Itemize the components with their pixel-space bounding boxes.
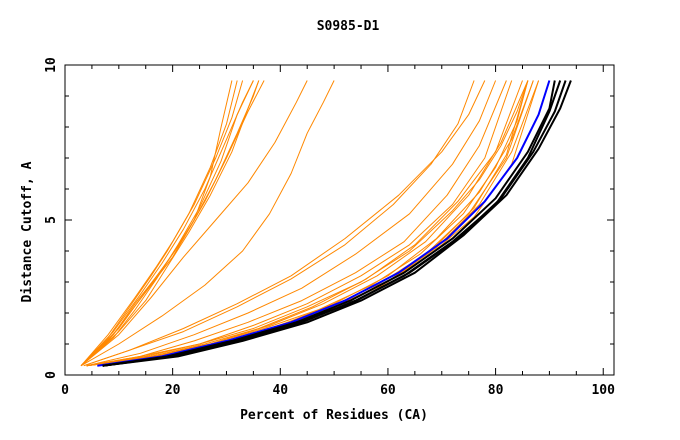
x-axis-label: Percent of Residues (CA) bbox=[240, 408, 428, 423]
chart-title: S0985-D1 bbox=[317, 19, 380, 34]
y-axis: 0 5 10 bbox=[44, 57, 614, 379]
x-tick-label: 0 bbox=[61, 383, 69, 398]
series-line-orange bbox=[86, 80, 529, 367]
series-layer bbox=[80, 80, 572, 367]
series-line-orange bbox=[80, 80, 244, 367]
series-line-orange bbox=[80, 80, 308, 367]
series-line-orange bbox=[80, 80, 260, 367]
x-tick-label: 100 bbox=[591, 383, 615, 398]
y-tick-label: 0 bbox=[44, 371, 59, 379]
series-line-orange bbox=[80, 80, 233, 367]
series-line-orange bbox=[80, 80, 265, 367]
series-line-orange bbox=[80, 80, 254, 367]
series-line-black bbox=[102, 80, 572, 367]
x-axis: 0 20 40 60 80 100 bbox=[61, 65, 615, 398]
series-line-black bbox=[102, 80, 567, 367]
series-line-orange bbox=[86, 80, 529, 367]
series-line-black bbox=[102, 80, 556, 367]
series-line-orange bbox=[80, 80, 260, 367]
series-line-orange bbox=[80, 80, 254, 367]
x-tick-label: 40 bbox=[272, 383, 288, 398]
x-tick-label: 60 bbox=[380, 383, 396, 398]
series-line-orange bbox=[86, 80, 497, 367]
x-tick-label: 20 bbox=[165, 383, 181, 398]
series-line-orange bbox=[80, 80, 238, 367]
series-line-orange bbox=[86, 80, 523, 367]
plot-frame bbox=[64, 64, 615, 376]
series-line-orange bbox=[83, 80, 475, 367]
series-line-orange bbox=[83, 80, 486, 367]
series-line-orange bbox=[86, 80, 507, 367]
series-line-orange bbox=[80, 80, 335, 367]
series-line-black bbox=[102, 80, 562, 367]
series-line-orange bbox=[86, 80, 513, 367]
y-axis-label: Distance Cutoff, A bbox=[20, 161, 35, 302]
y-tick-label: 10 bbox=[44, 57, 59, 73]
y-tick-label: 5 bbox=[44, 216, 59, 224]
x-tick-label: 80 bbox=[488, 383, 504, 398]
series-line-blue bbox=[97, 80, 551, 367]
